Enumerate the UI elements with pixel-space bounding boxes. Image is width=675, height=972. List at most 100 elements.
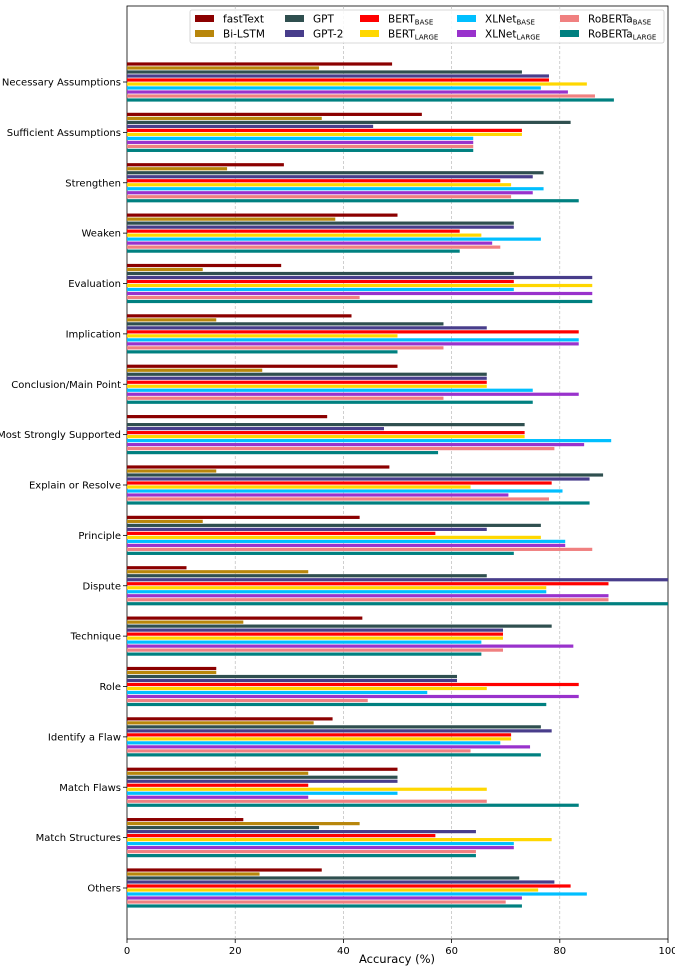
category-label: Identify a Flaw: [48, 732, 121, 743]
bar: [127, 132, 522, 136]
bar: [127, 694, 579, 699]
bar: [127, 136, 474, 140]
bar: [127, 783, 309, 787]
bar: [127, 795, 309, 799]
bar: [127, 733, 512, 737]
bar: [127, 872, 260, 876]
legend-label: RoBERTaLARGE: [588, 29, 656, 42]
bar: [127, 725, 541, 729]
bar: [127, 582, 609, 586]
bar: [127, 515, 360, 519]
bar: [127, 868, 322, 872]
bar: [127, 497, 549, 501]
bar: [127, 98, 614, 102]
legend-label: XLNetLARGE: [485, 29, 540, 42]
category-label: Dispute: [83, 581, 121, 592]
bar: [127, 803, 579, 807]
x-tick-label: 100: [658, 946, 675, 957]
category-label: Most Strongly Supported: [0, 430, 121, 441]
category-label: Match Flaws: [59, 783, 121, 794]
bar: [127, 501, 590, 505]
bar: [127, 682, 579, 687]
bar: [127, 737, 512, 741]
bar: [127, 330, 579, 334]
bar: [127, 279, 514, 284]
bar: [127, 179, 501, 183]
bar: [127, 78, 549, 82]
x-axis-title: Accuracy (%): [359, 952, 435, 966]
bar: [127, 602, 668, 606]
bar: [127, 485, 471, 489]
bar: [127, 90, 568, 94]
category-label: Necessary Assumptions: [2, 78, 121, 89]
bar: [127, 221, 514, 225]
bar: [127, 717, 333, 721]
bars: [127, 62, 668, 908]
bar: [127, 94, 595, 98]
bar: [127, 66, 320, 70]
bar: [127, 644, 574, 648]
bar: [127, 598, 609, 602]
bar: [127, 632, 503, 636]
legend-swatch: [195, 15, 214, 22]
bar: [127, 539, 566, 543]
legend-swatch: [360, 30, 379, 37]
bar: [127, 904, 522, 908]
bar: [127, 249, 460, 253]
legend-label: BERTBASE: [388, 14, 433, 27]
bar: [127, 380, 487, 384]
bar: [127, 183, 512, 187]
bar: [127, 225, 514, 229]
bar: [127, 721, 314, 725]
x-tick-label: 40: [337, 946, 350, 957]
x-tick-label: 80: [553, 946, 566, 957]
bar: [127, 372, 487, 376]
bar: [127, 388, 533, 392]
bar: [127, 566, 187, 570]
bar: [127, 392, 579, 396]
legend: fastText Bi-LSTM GPT GPT-2 BERTBASE BERTLARGE…: [189, 9, 665, 44]
bar: [127, 551, 514, 555]
x-tick-label: 60: [445, 946, 458, 957]
bar: [127, 171, 544, 175]
bar: [127, 745, 531, 749]
bar: [127, 523, 541, 527]
bar: [127, 451, 439, 455]
bar: [127, 473, 604, 477]
bar: [127, 140, 474, 144]
bar: [127, 465, 390, 469]
bar: [127, 640, 482, 644]
bar: [127, 447, 555, 451]
bar: [127, 594, 609, 598]
bar: [127, 892, 587, 896]
bar: [127, 686, 487, 691]
bar: [127, 850, 476, 854]
gridlines: [234, 6, 561, 939]
bar: [127, 291, 593, 296]
legend-label: fastText: [223, 14, 264, 26]
bar: [127, 678, 458, 683]
legend-frame: [189, 9, 665, 44]
legend-label: RoBERTaBASE: [588, 14, 651, 27]
legend-swatch: [195, 30, 214, 37]
bar: [127, 674, 458, 679]
x-tick-label: 20: [229, 946, 242, 957]
bar: [127, 112, 422, 116]
bar: [127, 834, 436, 838]
bar: [127, 469, 217, 473]
bar: [127, 275, 593, 280]
bar: [127, 698, 368, 703]
bar: [127, 237, 541, 241]
bar: [127, 636, 503, 640]
bar: [127, 702, 547, 707]
bar: [127, 213, 398, 217]
bar: [127, 670, 217, 675]
bar: [127, 846, 514, 850]
bar: [127, 477, 590, 481]
bar: [127, 229, 460, 233]
bar: [127, 431, 525, 435]
bar: [127, 586, 547, 590]
legend-label: GPT-2: [313, 29, 343, 41]
category-label: Explain or Resolve: [29, 481, 121, 492]
bar: [127, 364, 398, 368]
